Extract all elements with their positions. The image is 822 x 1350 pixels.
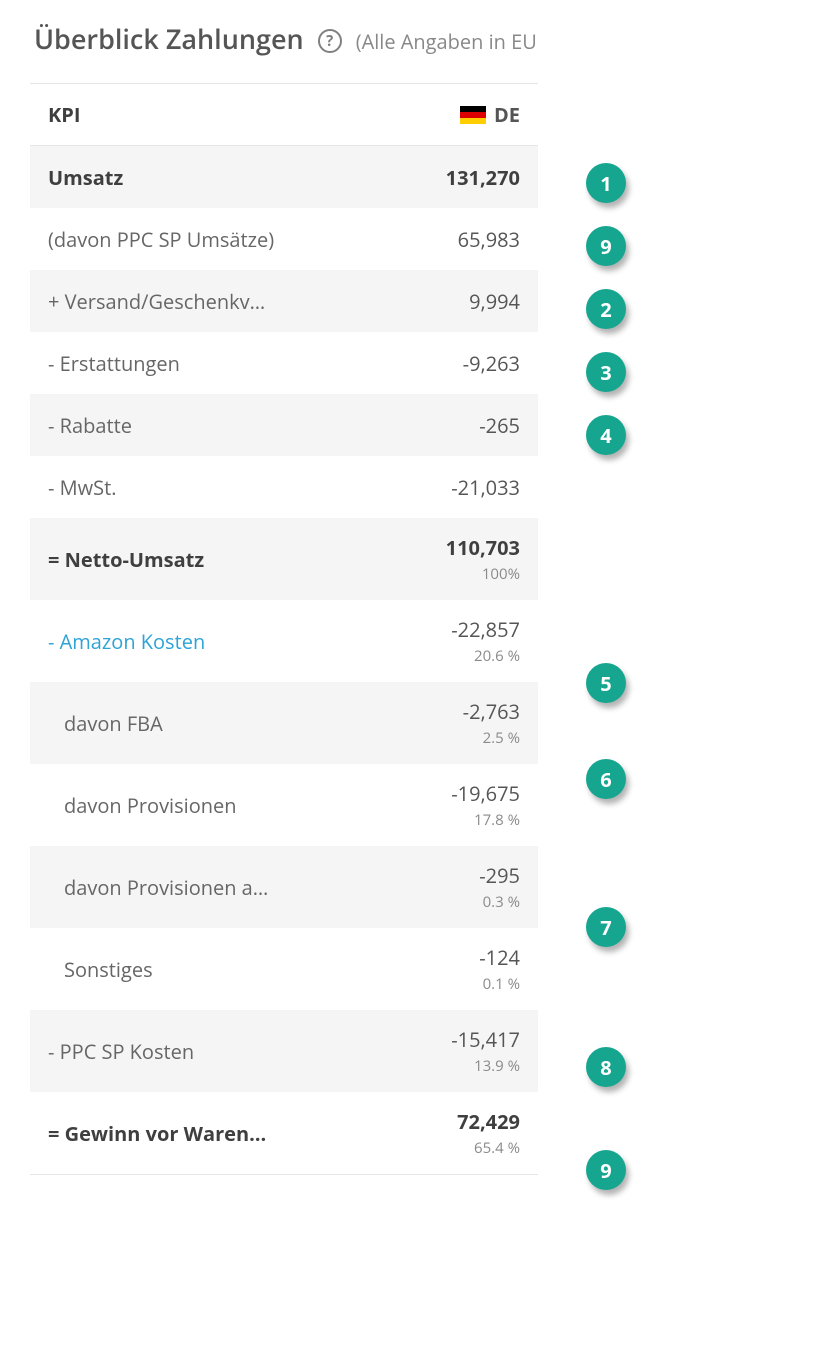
kpi-value: -9,263 — [463, 350, 520, 377]
table-row: - Amazon Kosten -22,857 20.6 % — [30, 600, 538, 682]
kpi-label: Sonstiges — [48, 956, 360, 983]
value-column: 110,703 100% — [360, 534, 520, 584]
kpi-value: -2,763 — [463, 698, 520, 725]
value-column: -9,263 — [360, 350, 520, 377]
annotation-marker: 9 — [586, 226, 626, 266]
table-header-row: KPI DE — [30, 84, 538, 146]
annotation-marker: 8 — [586, 1047, 626, 1087]
annotation-marker: 7 — [586, 907, 626, 947]
kpi-value: -22,857 — [451, 616, 520, 643]
table-row: + Versand/Geschenkv… 9,994 — [30, 270, 538, 332]
kpi-value: -15,417 — [451, 1026, 520, 1053]
value-column: -124 0.1 % — [360, 944, 520, 994]
kpi-label: = Netto-Umsatz — [48, 546, 360, 573]
annotation-marker: 3 — [586, 352, 626, 392]
column-header-country: DE — [460, 101, 520, 128]
kpi-value: -124 — [479, 944, 520, 971]
value-column: -15,417 13.9 % — [360, 1026, 520, 1076]
value-column: -19,675 17.8 % — [360, 780, 520, 830]
kpi-label: davon FBA — [48, 710, 360, 737]
table-row: davon FBA -2,763 2.5 % — [30, 682, 538, 764]
table-row: (davon PPC SP Umsätze) 65,983 — [30, 208, 538, 270]
page-title: Überblick Zahlungen — [34, 20, 304, 57]
value-column: -295 0.3 % — [360, 862, 520, 912]
kpi-label: davon Provisionen a… — [48, 874, 360, 901]
page-header: Überblick Zahlungen ? (Alle Angaben in E… — [30, 20, 822, 57]
kpi-value: 131,270 — [446, 164, 520, 191]
value-column: -265 — [360, 412, 520, 439]
country-code: DE — [494, 101, 520, 128]
kpi-percent: 0.3 % — [483, 892, 520, 912]
annotation-marker: 9 — [586, 1150, 626, 1190]
kpi-label: - Rabatte — [48, 412, 360, 439]
table-row: = Netto-Umsatz 110,703 100% — [30, 518, 538, 600]
value-column: 65,983 — [360, 226, 520, 253]
flag-de-icon — [460, 106, 486, 124]
kpi-percent: 0.1 % — [483, 974, 520, 994]
help-icon[interactable]: ? — [318, 29, 342, 53]
kpi-percent: 20.6 % — [474, 646, 520, 666]
annotation-marker: 6 — [586, 759, 626, 799]
kpi-label: = Gewinn vor Waren… — [48, 1120, 360, 1147]
table-row: - PPC SP Kosten -15,417 13.9 % — [30, 1010, 538, 1092]
value-column: 72,429 65.4 % — [360, 1108, 520, 1158]
kpi-percent: 17.8 % — [474, 810, 520, 830]
value-column: -22,857 20.6 % — [360, 616, 520, 666]
kpi-value: 9,994 — [469, 288, 520, 315]
kpi-value: -19,675 — [451, 780, 520, 807]
kpi-value: 72,429 — [457, 1108, 520, 1135]
value-column: -2,763 2.5 % — [360, 698, 520, 748]
kpi-label: - PPC SP Kosten — [48, 1038, 360, 1065]
kpi-value: -295 — [479, 862, 520, 889]
annotation-marker: 5 — [586, 663, 626, 703]
value-column: -21,033 — [360, 474, 520, 501]
kpi-value: -21,033 — [451, 474, 520, 501]
column-header-kpi: KPI — [48, 101, 360, 128]
annotation-marker: 2 — [586, 289, 626, 329]
kpi-label: davon Provisionen — [48, 792, 360, 819]
kpi-label: - Erstattungen — [48, 350, 360, 377]
kpi-value: -265 — [479, 412, 520, 439]
kpi-percent: 13.9 % — [474, 1056, 520, 1076]
kpi-label: (davon PPC SP Umsätze) — [48, 226, 360, 253]
value-column: 9,994 — [360, 288, 520, 315]
kpi-percent: 65.4 % — [474, 1138, 520, 1158]
kpi-value: 110,703 — [446, 534, 520, 561]
table-row: - MwSt. -21,033 — [30, 456, 538, 518]
page-subtitle: (Alle Angaben in EU — [356, 28, 537, 55]
kpi-label: - MwSt. — [48, 474, 360, 501]
kpi-label: + Versand/Geschenkv… — [48, 288, 360, 315]
table-row: = Gewinn vor Waren… 72,429 65.4 % — [30, 1092, 538, 1174]
value-column: 131,270 — [360, 164, 520, 191]
kpi-percent: 2.5 % — [483, 728, 520, 748]
annotation-marker: 1 — [586, 163, 626, 203]
table-row: davon Provisionen -19,675 17.8 % — [30, 764, 538, 846]
kpi-value: 65,983 — [458, 226, 520, 253]
kpi-table: KPI DE Umsatz131,270(davon P — [30, 83, 538, 1175]
table-row: Sonstiges -124 0.1 % — [30, 928, 538, 1010]
annotation-marker: 4 — [586, 415, 626, 455]
kpi-label[interactable]: - Amazon Kosten — [48, 628, 360, 655]
table-row: Umsatz 131,270 — [30, 146, 538, 208]
table-row: - Erstattungen -9,263 — [30, 332, 538, 394]
table-row: - Rabatte -265 — [30, 394, 538, 456]
kpi-percent: 100% — [482, 564, 520, 584]
table-row: davon Provisionen a… -295 0.3 % — [30, 846, 538, 928]
kpi-label: Umsatz — [48, 164, 360, 191]
